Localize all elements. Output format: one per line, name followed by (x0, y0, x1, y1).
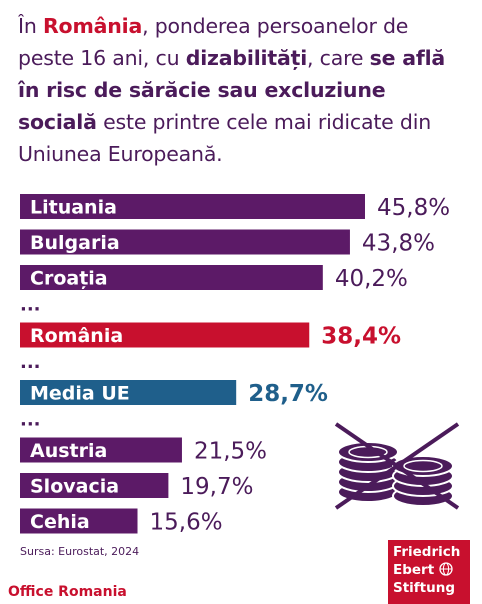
bar-4 (20, 380, 237, 405)
value-label: 38,4% (321, 324, 401, 350)
bar-1 (20, 229, 350, 255)
highlight-romania: România (42, 14, 143, 38)
bar-label: Croația (30, 268, 108, 290)
bar-label: Bulgaria (30, 232, 120, 254)
bar-label: Media UE (30, 383, 130, 405)
crossed-out-coins-icon (334, 422, 460, 510)
logo-line-3: Stiftung (393, 580, 456, 596)
value-label: 43,8% (362, 231, 435, 257)
ellipsis-gap: ... (20, 410, 41, 431)
value-label: 45,8% (377, 195, 450, 221)
fes-logo: Friedrich Ebert Stiftung (388, 540, 470, 604)
bar-7 (20, 508, 138, 534)
bar-label: Lituania (30, 197, 117, 219)
ellipsis-gap: ... (20, 352, 41, 373)
logo-line-2: Ebert (393, 561, 470, 579)
value-label: 40,2% (335, 266, 408, 292)
bar-0 (20, 194, 365, 219)
headline: În România, ponderea persoanelor de pest… (18, 14, 446, 166)
value-label: 21,5% (194, 439, 267, 465)
globe-icon (439, 562, 453, 576)
value-label: 28,7% (248, 381, 328, 407)
bar-5 (20, 437, 182, 463)
source-note: Sursa: Eurostat, 2024 (20, 545, 140, 558)
bar-3 (20, 322, 310, 348)
bar-2 (20, 265, 323, 290)
bar-label: România (30, 325, 123, 347)
office-label: Office Romania (8, 584, 127, 600)
bar-label: Cehia (30, 511, 90, 533)
logo-line-1: Friedrich (393, 544, 461, 560)
value-label: 15,6% (150, 510, 223, 536)
value-label: 19,7% (180, 474, 253, 500)
bar-label: Austria (30, 440, 107, 462)
bar-6 (20, 473, 169, 498)
bar-label: Slovacia (30, 476, 119, 498)
ellipsis-gap: ... (20, 295, 41, 316)
